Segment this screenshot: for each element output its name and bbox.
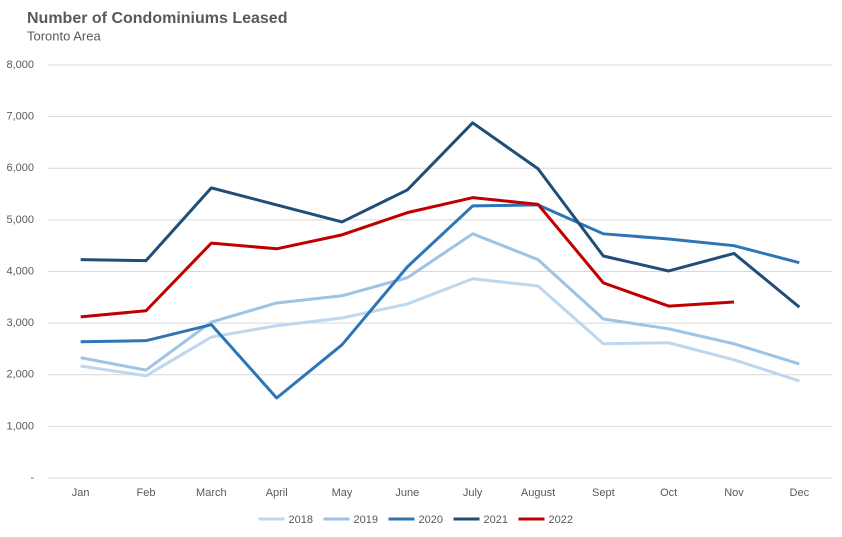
- x-tick-label: Oct: [660, 487, 677, 499]
- x-tick-label: Jan: [72, 487, 90, 499]
- legend-label: 2021: [484, 514, 508, 526]
- x-tick-label: July: [463, 487, 483, 499]
- y-tick-label: 8,000: [6, 59, 34, 71]
- y-tick-label: 4,000: [6, 265, 34, 277]
- x-tick-label: Feb: [137, 487, 156, 499]
- x-tick-label: April: [266, 487, 288, 499]
- legend-label: 2022: [549, 514, 573, 526]
- x-tick-label: Nov: [724, 487, 744, 499]
- series-line: [80, 121, 801, 309]
- y-tick-label: 6,000: [6, 162, 34, 174]
- y-tick-label: -: [30, 472, 34, 484]
- series-line: [80, 196, 735, 319]
- chart-subtitle: Toronto Area: [27, 28, 101, 43]
- legend-label: 2020: [419, 514, 443, 526]
- legend-label: 2018: [289, 514, 313, 526]
- chart-title: Number of Condominiums Leased: [27, 10, 287, 27]
- y-tick-label: 2,000: [6, 369, 34, 381]
- series-line: [80, 232, 800, 372]
- series-line: [80, 203, 800, 400]
- x-tick-label: Dec: [790, 487, 810, 499]
- x-tick-label: May: [332, 487, 353, 499]
- series-line: [80, 277, 800, 383]
- legend-label: 2019: [354, 514, 378, 526]
- x-tick-label: March: [196, 487, 227, 499]
- y-tick-label: 3,000: [6, 317, 34, 329]
- x-tick-label: June: [395, 487, 419, 499]
- x-tick-label: Sept: [592, 487, 615, 499]
- x-tick-label: August: [521, 487, 555, 499]
- y-tick-label: 5,000: [6, 214, 34, 226]
- y-tick-label: 7,000: [6, 111, 34, 123]
- y-tick-label: 1,000: [6, 420, 34, 432]
